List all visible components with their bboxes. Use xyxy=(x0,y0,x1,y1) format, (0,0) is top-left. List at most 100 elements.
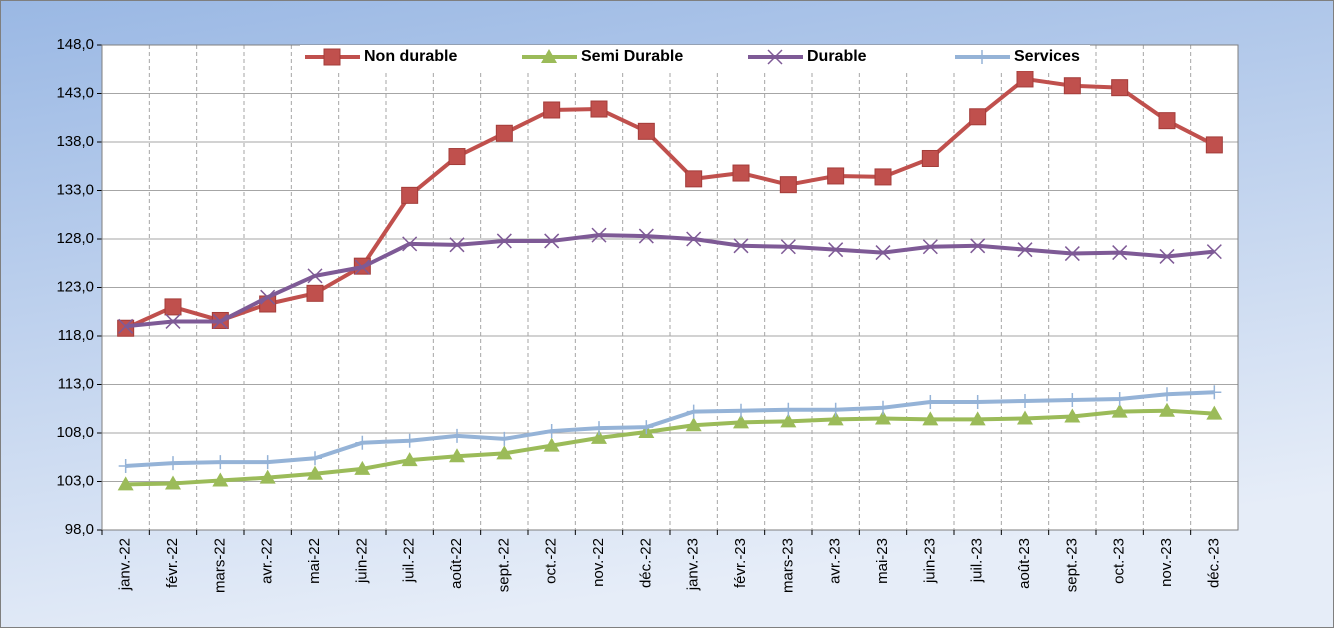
marker xyxy=(1018,393,1032,408)
marker xyxy=(734,403,748,418)
marker xyxy=(544,233,560,249)
marker xyxy=(828,402,843,417)
marker xyxy=(591,227,607,243)
marker xyxy=(733,414,749,429)
marker xyxy=(685,170,703,188)
y-tick-label: 98,0 xyxy=(65,521,94,538)
marker xyxy=(875,410,891,425)
x-tick-label: mai-22 xyxy=(306,538,323,584)
marker xyxy=(1112,245,1128,261)
marker xyxy=(166,456,180,471)
series-line xyxy=(125,408,1215,487)
y-tick-label: 128,0 xyxy=(56,230,94,247)
marker xyxy=(1160,387,1174,402)
marker xyxy=(449,448,465,463)
y-tick-label: 123,0 xyxy=(56,278,94,295)
marker xyxy=(306,284,324,302)
marker xyxy=(591,429,607,444)
marker xyxy=(118,318,134,334)
marker xyxy=(165,475,181,490)
marker xyxy=(780,413,797,428)
marker xyxy=(1017,410,1033,425)
x-tick-label: sept.-23 xyxy=(1063,538,1080,592)
x-tick-label: août-23 xyxy=(1016,538,1033,589)
marker xyxy=(164,298,182,316)
marker xyxy=(260,455,275,470)
marker xyxy=(767,49,783,65)
x-tick-label: sept.-22 xyxy=(495,538,512,592)
marker xyxy=(307,465,323,480)
marker xyxy=(685,417,702,432)
marker xyxy=(1111,79,1129,97)
x-tick-label: déc.-22 xyxy=(637,538,654,588)
x-tick-label: juin-22 xyxy=(353,538,370,584)
y-tick-label: 143,0 xyxy=(56,84,94,101)
series-line xyxy=(125,390,1215,468)
x-tick-label: nov.-22 xyxy=(590,538,607,587)
marker xyxy=(590,100,608,118)
marker xyxy=(496,445,513,460)
marker xyxy=(874,168,892,186)
marker xyxy=(639,420,654,435)
marker xyxy=(686,404,701,419)
x-tick-label: oct.-22 xyxy=(543,538,560,584)
marker xyxy=(449,237,465,253)
marker xyxy=(117,319,135,337)
legend-label: Semi Durable xyxy=(581,48,683,65)
marker xyxy=(828,242,844,258)
marker xyxy=(1017,242,1033,258)
y-tick-label: 113,0 xyxy=(58,375,94,392)
marker xyxy=(975,50,989,64)
marker xyxy=(495,124,513,142)
marker xyxy=(780,239,796,255)
marker xyxy=(354,460,371,475)
marker xyxy=(1159,248,1175,264)
marker xyxy=(1205,136,1223,154)
marker xyxy=(165,313,181,329)
marker xyxy=(323,48,341,66)
marker xyxy=(733,238,749,254)
y-tick-label: 108,0 xyxy=(56,424,94,441)
marker xyxy=(401,186,419,204)
marker xyxy=(921,149,939,167)
marker xyxy=(543,437,560,452)
legend-label: Non durable xyxy=(364,48,457,65)
marker xyxy=(732,164,750,182)
marker xyxy=(117,476,134,491)
marker xyxy=(827,411,844,426)
legend-label: Durable xyxy=(807,48,867,65)
marker xyxy=(450,428,464,443)
marker xyxy=(118,458,133,473)
x-tick-label: juin-23 xyxy=(921,538,938,584)
marker xyxy=(637,122,655,140)
marker xyxy=(969,411,986,426)
marker xyxy=(496,233,512,249)
marker xyxy=(970,394,985,409)
marker xyxy=(922,239,938,255)
marker xyxy=(402,236,418,252)
marker xyxy=(355,435,370,450)
x-tick-label: août-22 xyxy=(448,538,465,589)
marker xyxy=(876,400,890,415)
marker xyxy=(1063,77,1081,95)
marker xyxy=(541,49,557,63)
x-tick-label: juil.-23 xyxy=(969,538,986,583)
x-tick-label: mai-23 xyxy=(874,538,891,584)
marker xyxy=(213,455,228,470)
marker xyxy=(686,231,702,247)
marker xyxy=(779,176,797,194)
marker xyxy=(307,268,323,284)
marker xyxy=(402,433,417,448)
marker xyxy=(544,424,559,439)
y-tick-label: 138,0 xyxy=(56,133,94,150)
marker xyxy=(923,394,938,409)
marker xyxy=(969,108,987,126)
marker xyxy=(875,245,891,261)
series-line xyxy=(125,233,1215,329)
marker xyxy=(1064,246,1080,262)
marker xyxy=(781,402,796,417)
legend-label: Services xyxy=(1014,48,1080,65)
y-tick-label: 148,0 xyxy=(56,36,94,53)
marker xyxy=(212,313,228,329)
x-tick-label: déc.-23 xyxy=(1205,538,1222,588)
